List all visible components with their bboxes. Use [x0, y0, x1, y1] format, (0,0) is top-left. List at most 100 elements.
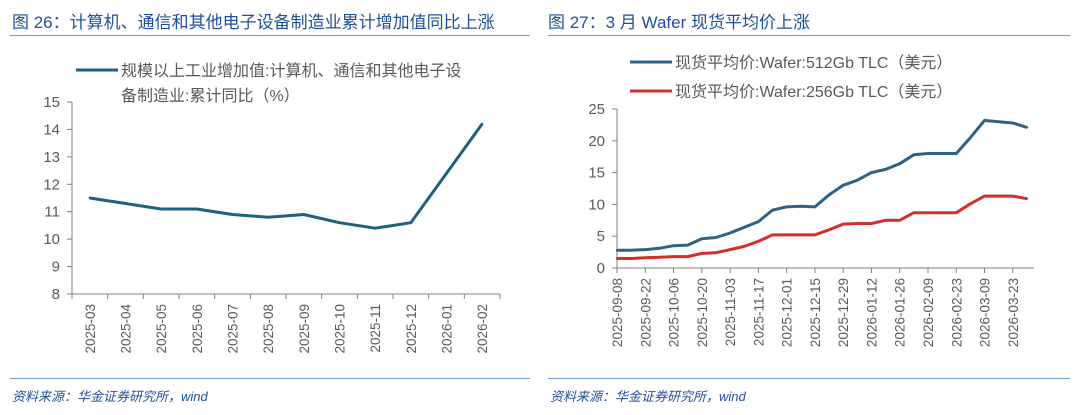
data-point	[644, 256, 647, 260]
data-point	[785, 233, 788, 237]
data-point	[658, 247, 661, 250]
data-point	[771, 233, 774, 237]
x-tick-label: 2025-12-01	[780, 278, 795, 347]
legend-label-line1: 规模以上工业增加值:计算机、通信和其他电子设	[121, 61, 461, 80]
data-point	[799, 205, 802, 208]
data-point	[615, 248, 619, 252]
data-point	[955, 211, 958, 214]
data-point	[672, 244, 675, 247]
data-point	[898, 219, 901, 222]
left-title-rule	[10, 35, 530, 36]
data-point	[926, 211, 930, 214]
data-point	[124, 202, 127, 205]
data-point	[898, 162, 901, 165]
data-point	[813, 233, 817, 237]
right-figure-title: 图 27：3 月 Wafer 现货平均价上涨	[548, 13, 810, 32]
y-tick-label: 5	[597, 228, 605, 245]
data-point	[841, 222, 845, 226]
x-tick-label: 2025-07	[226, 304, 241, 354]
x-tick-label: 2025-11-03	[723, 278, 738, 346]
x-tick-label: 2025-12	[404, 304, 419, 354]
data-point	[743, 245, 746, 248]
data-point	[195, 207, 199, 211]
data-point	[1025, 126, 1029, 129]
data-point	[88, 196, 92, 200]
data-point	[912, 211, 916, 214]
data-point	[940, 211, 944, 214]
data-point	[1025, 197, 1029, 200]
legend-label-256gb: 现货平均价:Wafer:256Gb TLC（美元）	[675, 83, 952, 101]
y-tick-label: 25	[588, 101, 605, 118]
data-point	[159, 207, 163, 211]
data-point	[658, 255, 661, 259]
x-tick-label: 2025-10-20	[695, 278, 710, 347]
data-point	[629, 257, 633, 260]
x-tick-label: 2026-02-09	[921, 278, 936, 347]
x-tick-label: 2026-02-23	[949, 278, 964, 347]
data-point	[231, 213, 234, 216]
left-figure-title: 图 26：计算机、通信和其他电子设备制造业累计增加值同比上涨	[12, 13, 495, 32]
data-point	[785, 205, 788, 209]
data-point	[373, 226, 377, 230]
data-point	[1011, 121, 1014, 125]
x-tick-label: 2026-01-12	[864, 278, 879, 347]
data-point	[856, 222, 859, 225]
right-footer-rule	[548, 378, 1070, 379]
x-tick-label: 2025-03	[83, 304, 98, 354]
data-point	[743, 226, 746, 229]
legend-label-512gb: 现货平均价:Wafer:512Gb TLC（美元）	[675, 54, 952, 72]
y-tick-label: 11	[44, 204, 60, 221]
data-point	[969, 202, 972, 205]
y-tick-label: 20	[588, 133, 605, 150]
data-point	[757, 240, 760, 243]
y-tick-label: 12	[43, 176, 60, 193]
data-point	[728, 231, 732, 235]
data-point	[799, 233, 802, 237]
x-tick-label: 2025-10-06	[667, 278, 682, 347]
data-point	[884, 219, 887, 222]
data-point	[827, 193, 831, 197]
data-point	[302, 213, 306, 216]
y-tick-label: 15	[43, 94, 60, 111]
data-point	[870, 171, 873, 174]
x-tick-label: 2025-12-15	[808, 278, 823, 347]
data-point	[827, 228, 831, 232]
data-point	[870, 222, 873, 225]
x-tick-label: 2026-01-26	[893, 278, 908, 347]
y-tick-label: 10	[588, 196, 605, 213]
x-tick-label: 2025-11-17	[751, 278, 766, 346]
data-point	[983, 119, 986, 122]
x-tick-label: 2025-09-08	[610, 278, 625, 347]
data-point	[940, 152, 944, 155]
left-chart: 规模以上工业增加值:计算机、通信和其他电子设 备制造业:累计同比（%） 8 9 10…	[43, 61, 501, 354]
right-chart: 现货平均价:Wafer:512Gb TLC（美元） 现货平均价:Wafer:25…	[588, 54, 1034, 347]
data-point	[813, 205, 817, 209]
right-title-rule	[548, 35, 1070, 36]
data-point	[409, 221, 413, 224]
data-point	[672, 255, 675, 258]
data-point	[884, 168, 887, 171]
data-point	[997, 194, 1000, 198]
data-point	[686, 243, 689, 247]
data-point	[480, 122, 484, 126]
data-point	[686, 255, 689, 258]
y-tick-label: 9	[52, 259, 60, 276]
right-source-note: 资料来源：华金证券研究所，wind	[550, 389, 746, 404]
x-tick-label: 2025-09	[297, 304, 312, 354]
x-tick-label: 2025-04	[119, 304, 134, 354]
data-point	[841, 184, 845, 187]
x-tick-label: 2025-09-22	[638, 278, 653, 347]
data-point	[983, 194, 986, 198]
data-point	[926, 152, 930, 155]
data-point	[757, 220, 760, 223]
y-tick-label: 0	[597, 260, 605, 277]
series-line-0	[89, 123, 484, 230]
x-tick-label: 2026-01	[440, 304, 455, 354]
data-point	[771, 208, 774, 212]
data-point	[955, 152, 958, 155]
series-line-1	[617, 194, 1028, 260]
x-tick-label: 2026-03-09	[978, 278, 993, 347]
data-point	[997, 120, 1000, 123]
x-tick-label: 2025-08	[261, 304, 276, 354]
